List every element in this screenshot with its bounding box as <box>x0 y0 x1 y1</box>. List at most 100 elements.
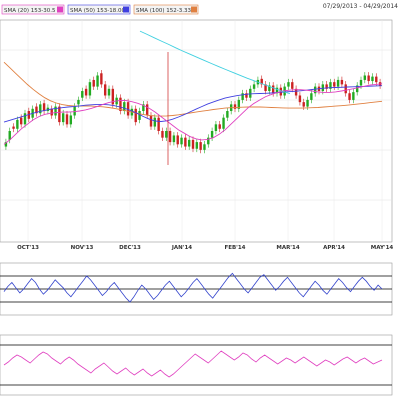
candle-body <box>348 93 351 100</box>
candle-body <box>275 87 279 94</box>
candle-body <box>363 75 367 80</box>
candle-body <box>92 79 95 87</box>
candle-body <box>4 142 8 147</box>
candle-body <box>12 126 15 129</box>
candle-body <box>126 102 130 116</box>
legend: SMA (20) 153-30.5 SMA (50) 153-18.00 SMA (… <box>1 4 199 15</box>
x-axis: OCT'13 NOV'13 DEC'13 JAN'14 FEB'14 MAR'14 APR'… <box>17 245 393 251</box>
indicator-1-layer <box>0 272 392 303</box>
candle-body <box>145 104 149 116</box>
candle-body <box>149 115 153 127</box>
candle-body <box>222 117 225 129</box>
candle-body <box>69 115 73 125</box>
candle-body <box>19 117 23 125</box>
trend-line <box>139 30 291 95</box>
candle-body <box>245 93 248 98</box>
price-panel <box>0 19 393 243</box>
candle-body <box>123 102 126 112</box>
candle-body <box>88 82 92 96</box>
indicator-panel-2 <box>0 334 393 396</box>
x-tick-label: DEC'13 <box>119 245 141 251</box>
candle-body <box>54 106 57 116</box>
price-grid <box>0 20 392 242</box>
candle-body <box>42 103 46 112</box>
candle-body <box>168 131 172 143</box>
candle-body <box>340 79 344 85</box>
candle-body <box>321 84 325 92</box>
sma-50-line <box>3 85 383 123</box>
candle-body <box>16 119 19 129</box>
legend-item[interactable] <box>1 4 65 15</box>
legend-label: SMA (20) 153-30.5 <box>4 8 56 14</box>
candle-body <box>329 82 332 89</box>
candle-body <box>77 99 80 105</box>
indicator-2-line <box>3 350 383 378</box>
candle-body <box>153 117 157 127</box>
candle-body <box>336 79 340 87</box>
candle-body <box>260 78 263 85</box>
candle-body <box>195 142 199 149</box>
candle-body <box>371 76 374 82</box>
indicator-2-layer <box>0 344 392 386</box>
candle-body <box>249 88 252 98</box>
candle-body <box>241 93 244 100</box>
candle-body <box>252 84 256 89</box>
candle-body <box>226 111 229 118</box>
candle-body <box>313 86 317 94</box>
x-tick-label: JAN'14 <box>171 245 192 251</box>
candle-body <box>367 75 370 82</box>
candle-body <box>172 135 176 143</box>
candle-body <box>58 106 61 123</box>
candle-body <box>100 73 103 85</box>
candle-body <box>287 82 290 87</box>
candle-body <box>187 139 191 147</box>
candle-body <box>23 113 27 125</box>
candle-body <box>355 85 359 93</box>
candle-body <box>81 91 84 98</box>
candle-body <box>294 88 298 96</box>
candle-body <box>359 79 363 86</box>
candle-body <box>50 108 53 116</box>
candle-body <box>268 85 271 92</box>
candle-body <box>302 102 305 107</box>
candle-body <box>210 131 214 138</box>
candle-body <box>65 114 69 125</box>
candle-body <box>203 144 206 150</box>
candle-body <box>180 137 183 145</box>
legend-close-icon[interactable] <box>191 6 197 13</box>
candle-body <box>199 142 202 150</box>
candle-body <box>134 108 137 123</box>
legend-label: SMA (100) 152-3.33 <box>136 8 192 14</box>
legend-item[interactable] <box>67 4 131 15</box>
candle-body <box>214 124 218 131</box>
legend-label: SMA (50) 153-18.00 <box>70 8 126 14</box>
candle-body <box>107 88 111 96</box>
date-range-label: 07/29/2013 - 04/29/2014 <box>323 3 398 10</box>
x-tick-label: MAR'14 <box>276 245 299 251</box>
candle-body <box>191 139 195 149</box>
legend-close-icon[interactable] <box>123 6 129 13</box>
price-layer <box>3 30 383 165</box>
legend-close-icon[interactable] <box>57 6 63 13</box>
candle-body <box>237 99 241 109</box>
candle-body <box>176 135 179 145</box>
candle-body <box>39 104 42 114</box>
candle-body <box>35 106 38 114</box>
indicator-1-line <box>3 272 383 303</box>
candle-body <box>352 92 355 100</box>
candle-body <box>73 106 76 116</box>
candle-body <box>138 111 141 120</box>
candle-body <box>264 84 267 92</box>
x-tick-label: APR'14 <box>323 245 345 251</box>
candle-body <box>61 113 65 123</box>
candle-body <box>111 88 115 105</box>
sma-100-line <box>3 61 383 117</box>
candle-body <box>157 117 160 131</box>
candle-body <box>119 97 122 112</box>
candle-body <box>233 104 237 109</box>
candle-body <box>184 137 187 147</box>
legend-item[interactable] <box>133 4 199 15</box>
candle-body <box>161 131 164 138</box>
candle-body <box>207 137 210 145</box>
